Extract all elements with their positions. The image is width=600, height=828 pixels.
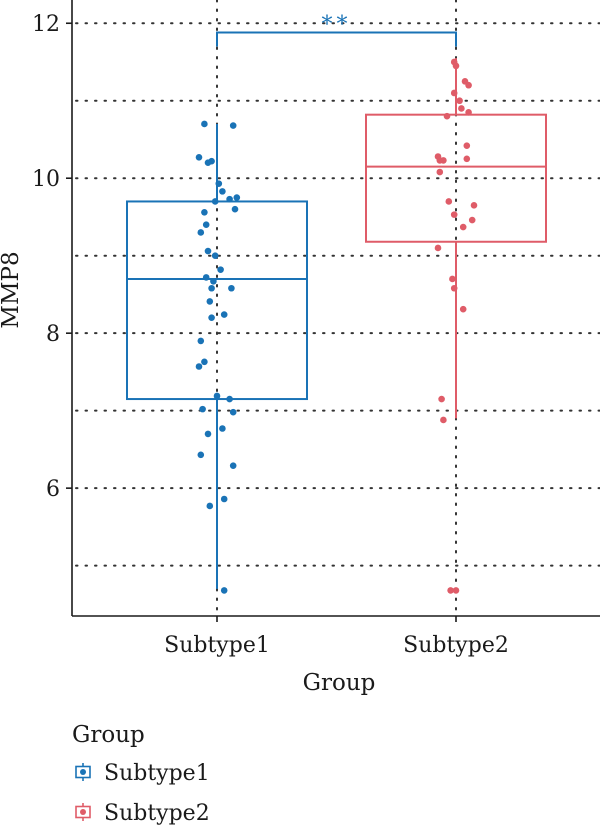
legend-title: Group	[72, 722, 145, 748]
data-point	[450, 211, 458, 218]
data-point	[443, 112, 451, 120]
data-point	[220, 587, 228, 594]
data-point	[202, 221, 210, 229]
data-point	[211, 252, 219, 259]
data-point	[206, 502, 214, 510]
data-point	[438, 395, 445, 403]
data-point	[219, 425, 226, 432]
data-point	[201, 358, 208, 366]
data-point	[195, 153, 203, 161]
axes	[66, 0, 600, 622]
data-point	[465, 109, 472, 116]
legend-key-point	[80, 769, 86, 775]
data-point	[456, 97, 463, 105]
data-point	[450, 89, 458, 97]
data-point	[463, 142, 471, 149]
box-subtype2	[365, 113, 547, 243]
data-point	[449, 275, 456, 283]
tick-labels: 6 8 10 12 Subtype1 Subtype2	[32, 12, 509, 658]
data-point	[233, 194, 241, 201]
data-point	[226, 195, 233, 203]
data-point	[208, 314, 215, 321]
y-tick-label: 6	[46, 477, 60, 502]
data-point	[470, 202, 478, 209]
y-axis-title: MMP8	[0, 251, 24, 328]
data-point	[195, 363, 203, 370]
y-tick-label: 8	[46, 322, 60, 347]
significance-label: **	[322, 13, 352, 38]
data-point	[217, 266, 224, 273]
data-point	[450, 284, 458, 292]
data-point	[229, 462, 237, 469]
y-tick-label: 12	[32, 12, 60, 37]
data-point	[452, 62, 460, 70]
grid-lines	[75, 0, 600, 617]
data-point	[220, 495, 228, 503]
data-point	[459, 305, 467, 313]
data-point	[215, 180, 223, 187]
legend: Group Subtype1 Subtype2	[72, 722, 210, 826]
significance-bracket: **	[216, 13, 457, 47]
data-point	[213, 392, 221, 400]
boxes	[126, 58, 547, 589]
legend-label: Subtype1	[104, 761, 210, 786]
data-point	[436, 168, 444, 176]
data-point	[229, 408, 237, 416]
jitter-points	[195, 58, 478, 594]
legend-key-point	[80, 809, 86, 815]
data-point	[197, 337, 205, 345]
data-point	[458, 105, 465, 112]
y-tick-label: 10	[32, 167, 60, 192]
data-point	[440, 416, 447, 424]
data-point	[211, 198, 219, 205]
data-point	[231, 205, 239, 213]
data-point	[229, 122, 237, 129]
data-point	[208, 284, 215, 292]
significance-line	[216, 31, 457, 47]
data-point	[434, 244, 442, 252]
data-point	[201, 209, 208, 216]
data-point	[204, 430, 212, 438]
data-point	[199, 405, 206, 413]
data-point	[210, 277, 217, 285]
data-point	[197, 229, 205, 236]
data-point	[226, 395, 233, 403]
legend-label: Subtype2	[104, 801, 210, 826]
data-point	[463, 155, 471, 163]
data-point	[468, 216, 476, 224]
data-point	[197, 451, 205, 459]
data-point	[204, 159, 212, 167]
data-point	[445, 198, 453, 205]
data-point	[206, 298, 214, 305]
data-point	[459, 223, 467, 231]
data-point	[452, 587, 460, 594]
data-point	[202, 274, 210, 281]
x-axis-title: Group	[303, 670, 376, 696]
data-point	[228, 284, 235, 292]
data-point	[465, 81, 472, 89]
data-point	[201, 120, 208, 128]
box-subtype1	[126, 200, 308, 401]
x-tick-label: Subtype1	[164, 633, 270, 658]
x-tick-label: Subtype2	[403, 633, 509, 658]
data-point	[447, 587, 454, 594]
data-point	[219, 188, 226, 195]
data-point	[436, 157, 444, 164]
data-point	[204, 247, 212, 255]
data-point	[220, 311, 228, 318]
